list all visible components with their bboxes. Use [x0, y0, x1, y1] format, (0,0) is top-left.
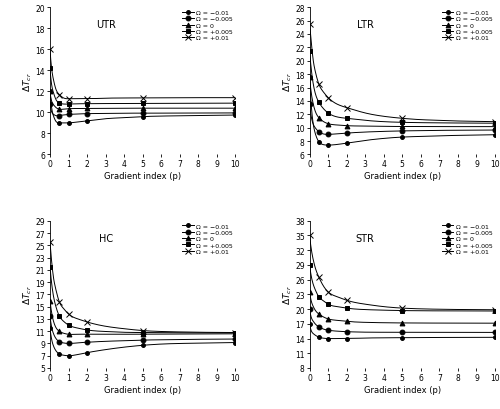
Legend: Ω = −0.01, Ω = −0.005, Ω = 0, Ω = +0.005, Ω = +0.01: Ω = −0.01, Ω = −0.005, Ω = 0, Ω = +0.005…	[442, 10, 493, 42]
Legend: Ω = −0.01, Ω = −0.005, Ω = 0, Ω = +0.005, Ω = +0.01: Ω = −0.01, Ω = −0.005, Ω = 0, Ω = +0.005…	[182, 10, 234, 42]
Text: LTR: LTR	[357, 20, 374, 30]
Legend: Ω = −0.01, Ω = −0.005, Ω = 0, Ω = +0.005, Ω = +0.01: Ω = −0.01, Ω = −0.005, Ω = 0, Ω = +0.005…	[182, 223, 234, 255]
Y-axis label: $\Delta T_{cr}$: $\Delta T_{cr}$	[281, 72, 293, 92]
X-axis label: Gradient index (p): Gradient index (p)	[104, 172, 182, 181]
Text: HC: HC	[98, 233, 112, 243]
Y-axis label: $\Delta T_{cr}$: $\Delta T_{cr}$	[22, 72, 34, 92]
Text: STR: STR	[356, 233, 374, 243]
X-axis label: Gradient index (p): Gradient index (p)	[364, 172, 441, 181]
X-axis label: Gradient index (p): Gradient index (p)	[364, 385, 441, 394]
X-axis label: Gradient index (p): Gradient index (p)	[104, 385, 182, 394]
Text: UTR: UTR	[96, 20, 116, 30]
Legend: Ω = −0.01, Ω = −0.005, Ω = 0, Ω = +0.005, Ω = +0.01: Ω = −0.01, Ω = −0.005, Ω = 0, Ω = +0.005…	[442, 223, 493, 255]
Y-axis label: $\Delta T_{cr}$: $\Delta T_{cr}$	[281, 285, 293, 305]
Y-axis label: $\Delta T_{cr}$: $\Delta T_{cr}$	[22, 285, 34, 305]
